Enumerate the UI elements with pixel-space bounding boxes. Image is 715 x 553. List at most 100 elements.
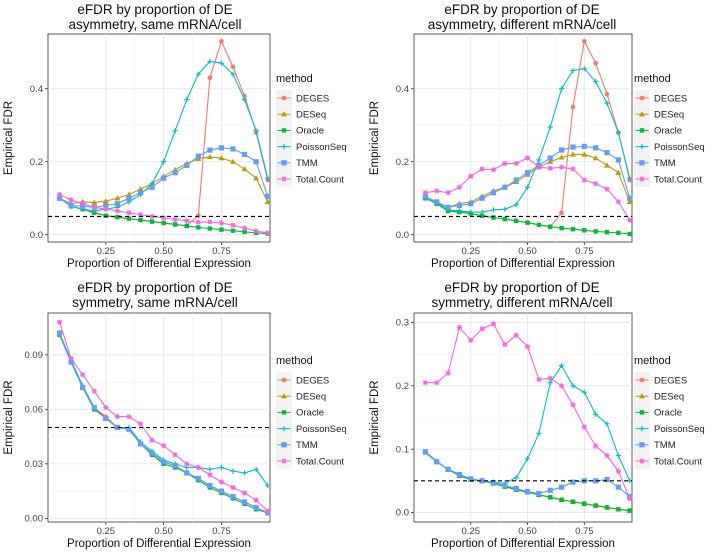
data-point [218, 155, 225, 161]
data-point [206, 153, 213, 160]
data-point [56, 195, 63, 201]
data-point [218, 464, 225, 471]
data-point [218, 145, 225, 151]
data-point [138, 217, 143, 223]
x-axis-label: Proportion of Differential Expression [67, 258, 251, 270]
data-point [195, 219, 201, 225]
data-point [115, 214, 120, 220]
data-point [536, 222, 542, 228]
data-point [264, 198, 271, 205]
data-point [548, 495, 553, 500]
data-point [490, 207, 497, 213]
data-point [559, 497, 564, 503]
legend-key-marker [281, 160, 287, 166]
data-point [161, 459, 167, 465]
data-point [161, 443, 167, 449]
data-point [125, 191, 132, 197]
data-point [536, 376, 542, 383]
legend-label: PoissonSeq [654, 142, 705, 153]
data-point [627, 495, 633, 502]
data-point [207, 466, 213, 472]
data-point [570, 144, 576, 150]
data-point [137, 186, 144, 192]
data-point [103, 213, 109, 218]
legend-key-marker [281, 458, 287, 464]
data-point [114, 201, 120, 207]
data-point [570, 383, 576, 389]
panel-title: eFDR by proportion of DE asymmetry, diffe… [428, 2, 617, 32]
x-tick-label: 0.25 [97, 246, 116, 257]
data-point [196, 213, 201, 219]
series-poissonseq [422, 66, 633, 215]
data-point [422, 193, 428, 199]
data-point [581, 389, 587, 395]
legend-label: TMM [296, 440, 318, 451]
data-point [456, 202, 463, 209]
data-point [456, 471, 463, 478]
data-point [114, 195, 121, 201]
data-point [581, 177, 587, 183]
legend-key-marker [281, 377, 287, 383]
data-point [219, 227, 224, 232]
data-point [627, 195, 633, 201]
legend-label: TMM [296, 158, 318, 169]
data-point [604, 149, 610, 156]
data-point [593, 60, 598, 66]
data-point [195, 71, 201, 77]
panel-4: eFDR by proportion of DE symmetry, differ… [369, 280, 633, 550]
data-point [547, 165, 553, 171]
panel-1: eFDR by proportion of DE asymmetry, same … [3, 2, 271, 270]
legend-label: Oracle [654, 126, 682, 137]
data-point [479, 326, 485, 332]
y-tick-label: 0.3 [396, 318, 409, 329]
data-point [422, 190, 428, 196]
legend-label: PoissonSeq [296, 424, 347, 435]
data-point [184, 223, 189, 229]
data-point [616, 507, 621, 512]
data-point [627, 231, 632, 237]
x-axis-label: Proportion of Differential Expression [431, 538, 615, 550]
data-point [91, 204, 97, 210]
legend-label: DEGES [654, 375, 687, 386]
data-point [172, 452, 178, 458]
data-point [570, 227, 576, 232]
data-point [230, 484, 236, 491]
data-point [456, 324, 463, 331]
data-point [559, 362, 565, 369]
data-point [513, 160, 519, 167]
y-tick-label: 0.00 [25, 514, 44, 525]
data-point [559, 164, 565, 170]
data-point [547, 487, 553, 493]
data-point [137, 421, 144, 427]
legend-key-marker [639, 393, 645, 399]
data-point [582, 501, 587, 506]
data-point [445, 466, 451, 473]
data-point [502, 206, 508, 212]
data-point [172, 463, 178, 469]
data-point [149, 437, 155, 443]
data-point [536, 164, 542, 170]
data-point [524, 489, 531, 495]
legend-label: Oracle [654, 408, 682, 419]
legend-key-marker [639, 377, 645, 383]
data-point [114, 424, 120, 431]
data-point [80, 384, 86, 391]
y-tick-label: 0.2 [396, 157, 409, 168]
data-point [149, 213, 155, 220]
data-point [172, 216, 178, 222]
legend-key-marker [281, 410, 287, 415]
data-point [114, 413, 120, 420]
data-point [103, 404, 109, 411]
data-point [230, 146, 236, 152]
legend-key-marker [281, 393, 287, 399]
data-point [525, 220, 530, 225]
data-point [184, 461, 190, 467]
data-point [172, 222, 178, 227]
data-point [265, 508, 271, 514]
data-point [195, 464, 201, 471]
data-point [253, 228, 259, 234]
data-point [479, 478, 485, 484]
data-point [196, 225, 201, 230]
data-point [479, 209, 485, 215]
data-point [445, 204, 451, 210]
